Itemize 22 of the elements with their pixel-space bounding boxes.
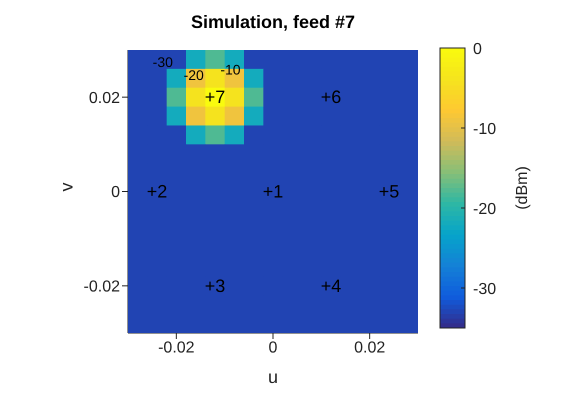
annotation: +4 [320,276,342,296]
chart-title: Simulation, feed #7 [190,12,356,33]
annotation: +3 [204,276,226,296]
annotation: -30 [152,54,174,70]
y-tick-label: -0.02 [84,278,120,296]
annotation: +2 [146,182,168,202]
x-tick-label: 0 [268,339,278,356]
y-tick-label: 0.02 [88,90,120,107]
x-tick-label: -0.02 [158,339,195,356]
color-bar-label: 0 [473,41,482,58]
y-tick-label: 0 [111,184,120,202]
x-tick-label: 0.02 [354,339,386,356]
annotation: +1 [262,182,284,202]
y-axis-title: v [56,182,76,192]
color-bar-label: -30 [473,281,496,298]
color-bar-label: -10 [473,121,496,138]
annotation: +5 [378,182,400,202]
color-bar-title: (dBm) [514,166,531,210]
annotation: +6 [320,87,342,108]
annotation: +7 [204,87,226,108]
color-bar-label: -20 [473,201,496,218]
x-axis-title: u [268,367,278,387]
